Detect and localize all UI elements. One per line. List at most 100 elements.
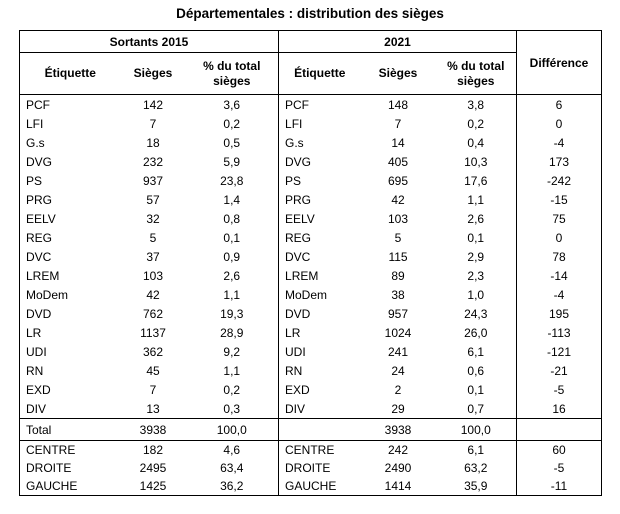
cell-sieges-2015: 1425: [139, 479, 167, 493]
group-header-2021: 2021: [278, 30, 518, 53]
table-row: EELV 32 0,8 EELV 103 2,6 75: [20, 209, 602, 228]
cell-sieges-2021: 242: [388, 443, 409, 457]
cell-difference: 16: [552, 401, 566, 416]
cell-sieges-2015: 232: [142, 154, 164, 169]
table-row: LFI 7 0,2 LFI 7 0,2 0: [20, 114, 602, 133]
cell-sieges-2015: 182: [142, 443, 164, 457]
sub-header-row: Étiquette Sièges % du total sièges Étiqu…: [19, 52, 602, 95]
table-body: PCF 142 3,6 PCF 148 3,8 6 LFI 7 0,2 LFI 7 0,2 0 G.s 18 0…: [19, 94, 602, 496]
cell-sieges-2021: 148: [388, 97, 409, 112]
cell-sieges-2021: 405: [388, 154, 409, 169]
table-row: PS 937 23,8 PS 695 17,6 -242: [20, 171, 602, 190]
cell-pct-2015: 19,3: [185, 304, 280, 323]
column-header-etiquette-2021: Étiquette: [278, 52, 361, 95]
cell-etiquette-2021: CENTRE: [285, 443, 335, 457]
cell-etiquette-2015: G.s: [26, 135, 45, 150]
cell-pct-2021: 0,1: [435, 380, 518, 399]
cell-sieges-2015: 2495: [139, 461, 167, 475]
table-row: REG 5 0,1 REG 5 0,1 0: [20, 228, 602, 247]
cell-pct-2021: 26,0: [435, 323, 518, 342]
cell-pct-2021: 6,1: [435, 440, 518, 459]
cell-etiquette-2015: RN: [26, 363, 44, 378]
cell-pct-2021: 63,2: [435, 459, 518, 477]
table-row: UDI 362 9,2 UDI 241 6,1 -121: [20, 342, 602, 361]
cell-sieges-2021: 957: [388, 306, 409, 321]
cell-etiquette-2021: DVG: [285, 154, 312, 169]
cell-etiquette-2021: DVD: [285, 306, 311, 321]
cell-pct-2021: 35,9: [435, 477, 518, 496]
cell-sieges-2021: 42: [391, 192, 405, 207]
table-row: LREM 103 2,6 LREM 89 2,3 -14: [20, 266, 602, 285]
column-header-etiquette-2015: Étiquette: [19, 52, 121, 95]
table-row: GAUCHE 1425 36,2 GAUCHE 1414 35,9 -11: [20, 477, 602, 496]
cell-etiquette-2021: EXD: [285, 382, 310, 397]
cell-etiquette-2015: LREM: [26, 268, 60, 283]
cell-sieges-2015: 5: [149, 230, 157, 245]
cell-difference: -113: [547, 325, 571, 340]
cell-difference: -15: [550, 192, 568, 207]
cell-pct-2015: 1,1: [185, 361, 280, 380]
cell-etiquette-2021: REG: [285, 230, 312, 245]
cell-etiquette-2021: RN: [285, 363, 303, 378]
cell-difference: [516, 418, 602, 441]
table-row: DVD 762 19,3 DVD 957 24,3 195: [20, 304, 602, 323]
cell-etiquette-2015: PCF: [26, 97, 50, 112]
cell-sieges-2015: 7: [149, 116, 157, 131]
cell-pct-2021: 2,9: [435, 247, 518, 266]
cell-etiquette-2021: LFI: [285, 116, 303, 131]
cell-difference: -21: [550, 363, 568, 378]
cell-sieges-2021: 3938: [360, 418, 436, 441]
cell-difference: 75: [552, 211, 566, 226]
cell-sieges-2021: 2: [394, 382, 402, 397]
cell-sieges-2021: 115: [388, 249, 408, 264]
table-header: Sortants 2015 2021 Différence Étiquette …: [19, 30, 602, 95]
cell-sieges-2015: 32: [146, 211, 160, 226]
cell-etiquette-2015: UDI: [26, 344, 47, 359]
cell-sieges-2015: 103: [142, 268, 164, 283]
cell-sieges-2021: 7: [394, 116, 402, 131]
cell-sieges-2021: 14: [391, 135, 405, 150]
table-row: G.s 18 0,5 G.s 14 0,4 -4: [20, 133, 602, 152]
cell-etiquette-2015: DROITE: [26, 461, 72, 475]
cell-pct-2015: 100,0: [185, 418, 280, 441]
cell-pct-2021: 3,8: [435, 94, 518, 114]
column-header-pct-2021: % du total sièges: [435, 52, 518, 95]
cell-pct-2015: 0,9: [185, 247, 280, 266]
cell-difference: 0: [555, 230, 563, 245]
cell-etiquette-2021: G.s: [285, 135, 304, 150]
cell-difference: 60: [552, 443, 566, 457]
cell-pct-2015: 0,3: [185, 399, 280, 419]
cell-etiquette-2015: LFI: [26, 116, 44, 131]
cell-etiquette-2015: EXD: [26, 382, 51, 397]
cell-etiquette-2015: GAUCHE: [26, 479, 78, 493]
cell-etiquette-2021: DROITE: [285, 461, 331, 475]
cell-difference: -5: [553, 461, 565, 475]
cell-etiquette-2015: DVC: [26, 249, 52, 264]
cell-difference: 78: [552, 249, 566, 264]
cell-difference: 173: [549, 154, 570, 169]
cell-etiquette-2021: DVC: [285, 249, 311, 264]
table-row: RN 45 1,1 RN 24 0,6 -21: [20, 361, 602, 380]
cell-pct-2021: 100,0: [435, 418, 518, 441]
cell-difference: -4: [553, 287, 565, 302]
cell-pct-2021: 6,1: [435, 342, 518, 361]
cell-sieges-2015: 37: [146, 249, 160, 264]
cell-etiquette-2021: PS: [285, 173, 302, 188]
cell-etiquette-2021: PRG: [285, 192, 312, 207]
cell-etiquette-2021: LR: [285, 325, 301, 340]
cell-sieges-2015: 18: [146, 135, 160, 150]
cell-pct-2015: 2,6: [185, 266, 280, 285]
cell-pct-2015: 3,6: [185, 94, 280, 114]
cell-etiquette-2015: MoDem: [26, 287, 69, 302]
cell-sieges-2021: 38: [391, 287, 405, 302]
cell-difference: -5: [553, 382, 565, 397]
table-row: EXD 7 0,2 EXD 2 0,1 -5: [20, 380, 602, 399]
group-header-row: Sortants 2015 2021 Différence: [19, 30, 602, 95]
table-row: DIV 13 0,3 DIV 29 0,7 16: [20, 399, 602, 419]
cell-pct-2021: 0,6: [435, 361, 518, 380]
page-title: Départementales : distribution des siège…: [176, 6, 444, 21]
cell-etiquette-2015: DIV: [26, 401, 47, 416]
column-header-sieges-2021: Sièges: [360, 52, 436, 95]
column-header-difference: Différence: [516, 30, 602, 95]
cell-pct-2015: 5,9: [185, 152, 280, 171]
